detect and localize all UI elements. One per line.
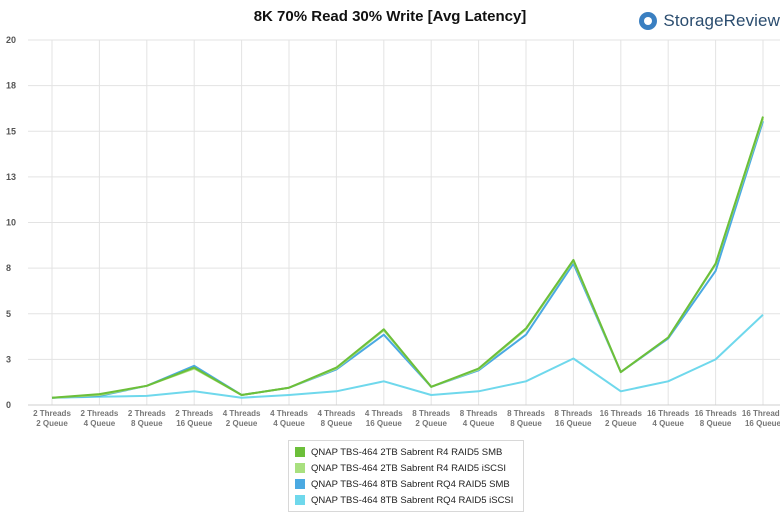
x-tick-label: 2 Threads (33, 409, 71, 418)
x-tick-label: 4 Threads (223, 409, 261, 418)
legend-swatch (295, 495, 305, 505)
x-tick-label: 4 Queue (273, 419, 305, 428)
legend-item[interactable]: QNAP TBS-464 2TB Sabrent R4 RAID5 SMB (295, 444, 517, 460)
x-tick-label: 4 Queue (652, 419, 684, 428)
chart-title: 8K 70% Read 30% Write [Avg Latency] (253, 8, 527, 25)
y-axis: 0 3 5 8 10 13 15 18 20 (6, 35, 16, 410)
x-tick-label: 4 Threads (365, 409, 403, 418)
legend: QNAP TBS-464 2TB Sabrent R4 RAID5 SMB QNA… (288, 440, 524, 512)
x-tick-label: 16 Queue (366, 419, 403, 428)
x-tick-label: 8 Threads (460, 409, 498, 418)
x-tick-label: 4 Queue (463, 419, 495, 428)
legend-item[interactable]: QNAP TBS-464 8TB Sabrent RQ4 RAID5 iSCSI (295, 492, 517, 508)
legend-item[interactable]: QNAP TBS-464 8TB Sabrent RQ4 RAID5 SMB (295, 476, 517, 492)
legend-swatch (295, 463, 305, 473)
x-tick-label: 8 Queue (700, 419, 732, 428)
x-tick-label: 8 Queue (131, 419, 163, 428)
series-line (51, 118, 764, 399)
x-tick-label: 4 Queue (84, 419, 116, 428)
x-tick-label: 2 Queue (415, 419, 447, 428)
legend-swatch (295, 447, 305, 457)
x-tick-label: 8 Queue (321, 419, 353, 428)
y-tick-label: 18 (6, 81, 16, 91)
x-tick-label: 2 Queue (36, 419, 68, 428)
y-tick-label: 13 (6, 172, 16, 182)
y-tick-label: 10 (6, 218, 16, 228)
y-tick-label: 15 (6, 126, 16, 136)
x-tick-label: 2 Threads (81, 409, 119, 418)
legend-label: QNAP TBS-464 2TB Sabrent R4 RAID5 SMB (311, 446, 503, 458)
y-tick-label: 3 (6, 354, 11, 364)
x-tick-label: 16 Queue (176, 419, 213, 428)
y-tick-label: 8 (6, 263, 11, 273)
x-tick-label: 16 Threads (600, 409, 643, 418)
x-tick-label: 16 Threads (742, 409, 780, 418)
storagereview-logo-icon (639, 12, 658, 30)
x-tick-label: 4 Threads (270, 409, 308, 418)
legend-label: QNAP TBS-464 8TB Sabrent RQ4 RAID5 iSCSI (311, 494, 514, 506)
brand-logo: StorageReview (639, 10, 780, 32)
series-line (51, 120, 764, 399)
x-tick-label: 8 Threads (555, 409, 593, 418)
legend-item[interactable]: QNAP TBS-464 2TB Sabrent R4 RAID5 iSCSI (295, 460, 517, 476)
x-tick-label: 8 Queue (510, 419, 542, 428)
x-tick-label: 16 Queue (745, 419, 780, 428)
y-tick-label: 20 (6, 35, 16, 45)
series-line (51, 116, 764, 399)
brand-name: StorageReview (663, 11, 780, 30)
x-tick-label: 16 Threads (694, 409, 737, 418)
legend-label: QNAP TBS-464 2TB Sabrent R4 RAID5 iSCSI (311, 462, 507, 474)
x-tick-label: 4 Threads (318, 409, 356, 418)
legend-swatch (295, 479, 305, 489)
series-line (51, 313, 764, 399)
x-tick-label: 8 Threads (412, 409, 450, 418)
x-tick-label: 2 Threads (175, 409, 213, 418)
legend-label: QNAP TBS-464 8TB Sabrent RQ4 RAID5 SMB (311, 478, 510, 490)
x-tick-label: 2 Threads (128, 409, 166, 418)
y-tick-label: 5 (6, 309, 11, 319)
series-lines (51, 116, 764, 399)
x-tick-label: 8 Threads (507, 409, 545, 418)
x-tick-label: 2 Queue (226, 419, 258, 428)
x-tick-label: 2 Queue (605, 419, 637, 428)
x-tick-label: 16 Queue (555, 419, 592, 428)
x-tick-label: 16 Threads (647, 409, 690, 418)
grid-lines (28, 39, 780, 406)
y-tick-label: 0 (6, 400, 11, 410)
